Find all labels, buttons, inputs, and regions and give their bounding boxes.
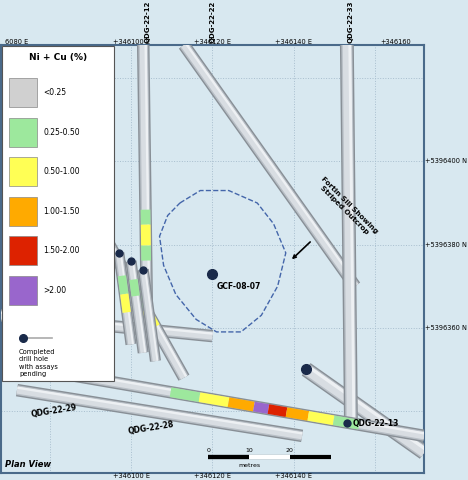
Text: QDG-22-33: QDG-22-33: [348, 0, 354, 43]
Text: 1.00-1.50: 1.00-1.50: [44, 207, 80, 216]
Bar: [9, 197, 37, 226]
Text: <0.25: <0.25: [44, 88, 66, 97]
Text: +346120 E: +346120 E: [194, 39, 231, 45]
Text: N: N: [78, 109, 87, 120]
Text: +346140 E: +346140 E: [276, 39, 313, 45]
Text: 0.25-0.50: 0.25-0.50: [44, 128, 80, 137]
Text: Plan View: Plan View: [5, 460, 51, 469]
Bar: [9, 118, 37, 147]
Text: +346100 E: +346100 E: [112, 39, 149, 45]
Text: 6080 E: 6080 E: [5, 39, 29, 45]
Text: 10: 10: [245, 447, 253, 453]
Bar: [9, 236, 37, 265]
Text: Ni + Cu (%): Ni + Cu (%): [29, 53, 87, 62]
Text: 0.50-1.00: 0.50-1.00: [44, 168, 80, 176]
Text: QDG-22-30: QDG-22-30: [17, 302, 63, 312]
Text: QDG-22-09
QDG-22-10
& QDG-22-11: QDG-22-09 QDG-22-10 & QDG-22-11: [33, 336, 84, 357]
Text: QDG-22-31: QDG-22-31: [42, 168, 73, 213]
Text: QDG-22-12: QDG-22-12: [144, 0, 150, 43]
Text: QDG-22-22: QDG-22-22: [210, 0, 215, 43]
Text: +5396400 N: +5396400 N: [425, 158, 468, 165]
Text: 20: 20: [286, 447, 294, 453]
Text: metres: metres: [238, 463, 260, 468]
Bar: [9, 276, 37, 305]
Text: +346160: +346160: [380, 39, 411, 45]
Text: QDG-22-29: QDG-22-29: [30, 403, 77, 419]
Text: +346140 E: +346140 E: [276, 473, 313, 480]
Text: Fortin Sill Showing
Striped Outcrop: Fortin Sill Showing Striped Outcrop: [293, 175, 379, 258]
Text: 1.50-2.00: 1.50-2.00: [44, 246, 80, 255]
Text: Completed
drill hole
with assays
pending: Completed drill hole with assays pending: [19, 348, 58, 377]
Text: GCF-08-07: GCF-08-07: [217, 282, 261, 291]
Text: QDG-22-28: QDG-22-28: [128, 420, 175, 436]
Text: +5396360 N: +5396360 N: [425, 325, 468, 331]
Text: +346120 E: +346120 E: [194, 473, 231, 480]
Text: +346100 E: +346100 E: [112, 473, 149, 480]
Text: QDG-22-13: QDG-22-13: [352, 419, 399, 428]
Bar: [9, 157, 37, 186]
FancyBboxPatch shape: [1, 46, 114, 381]
Bar: [9, 78, 37, 108]
Text: +5396380 N: +5396380 N: [425, 241, 468, 248]
Text: >2.00: >2.00: [44, 286, 66, 295]
Text: 0: 0: [206, 447, 210, 453]
